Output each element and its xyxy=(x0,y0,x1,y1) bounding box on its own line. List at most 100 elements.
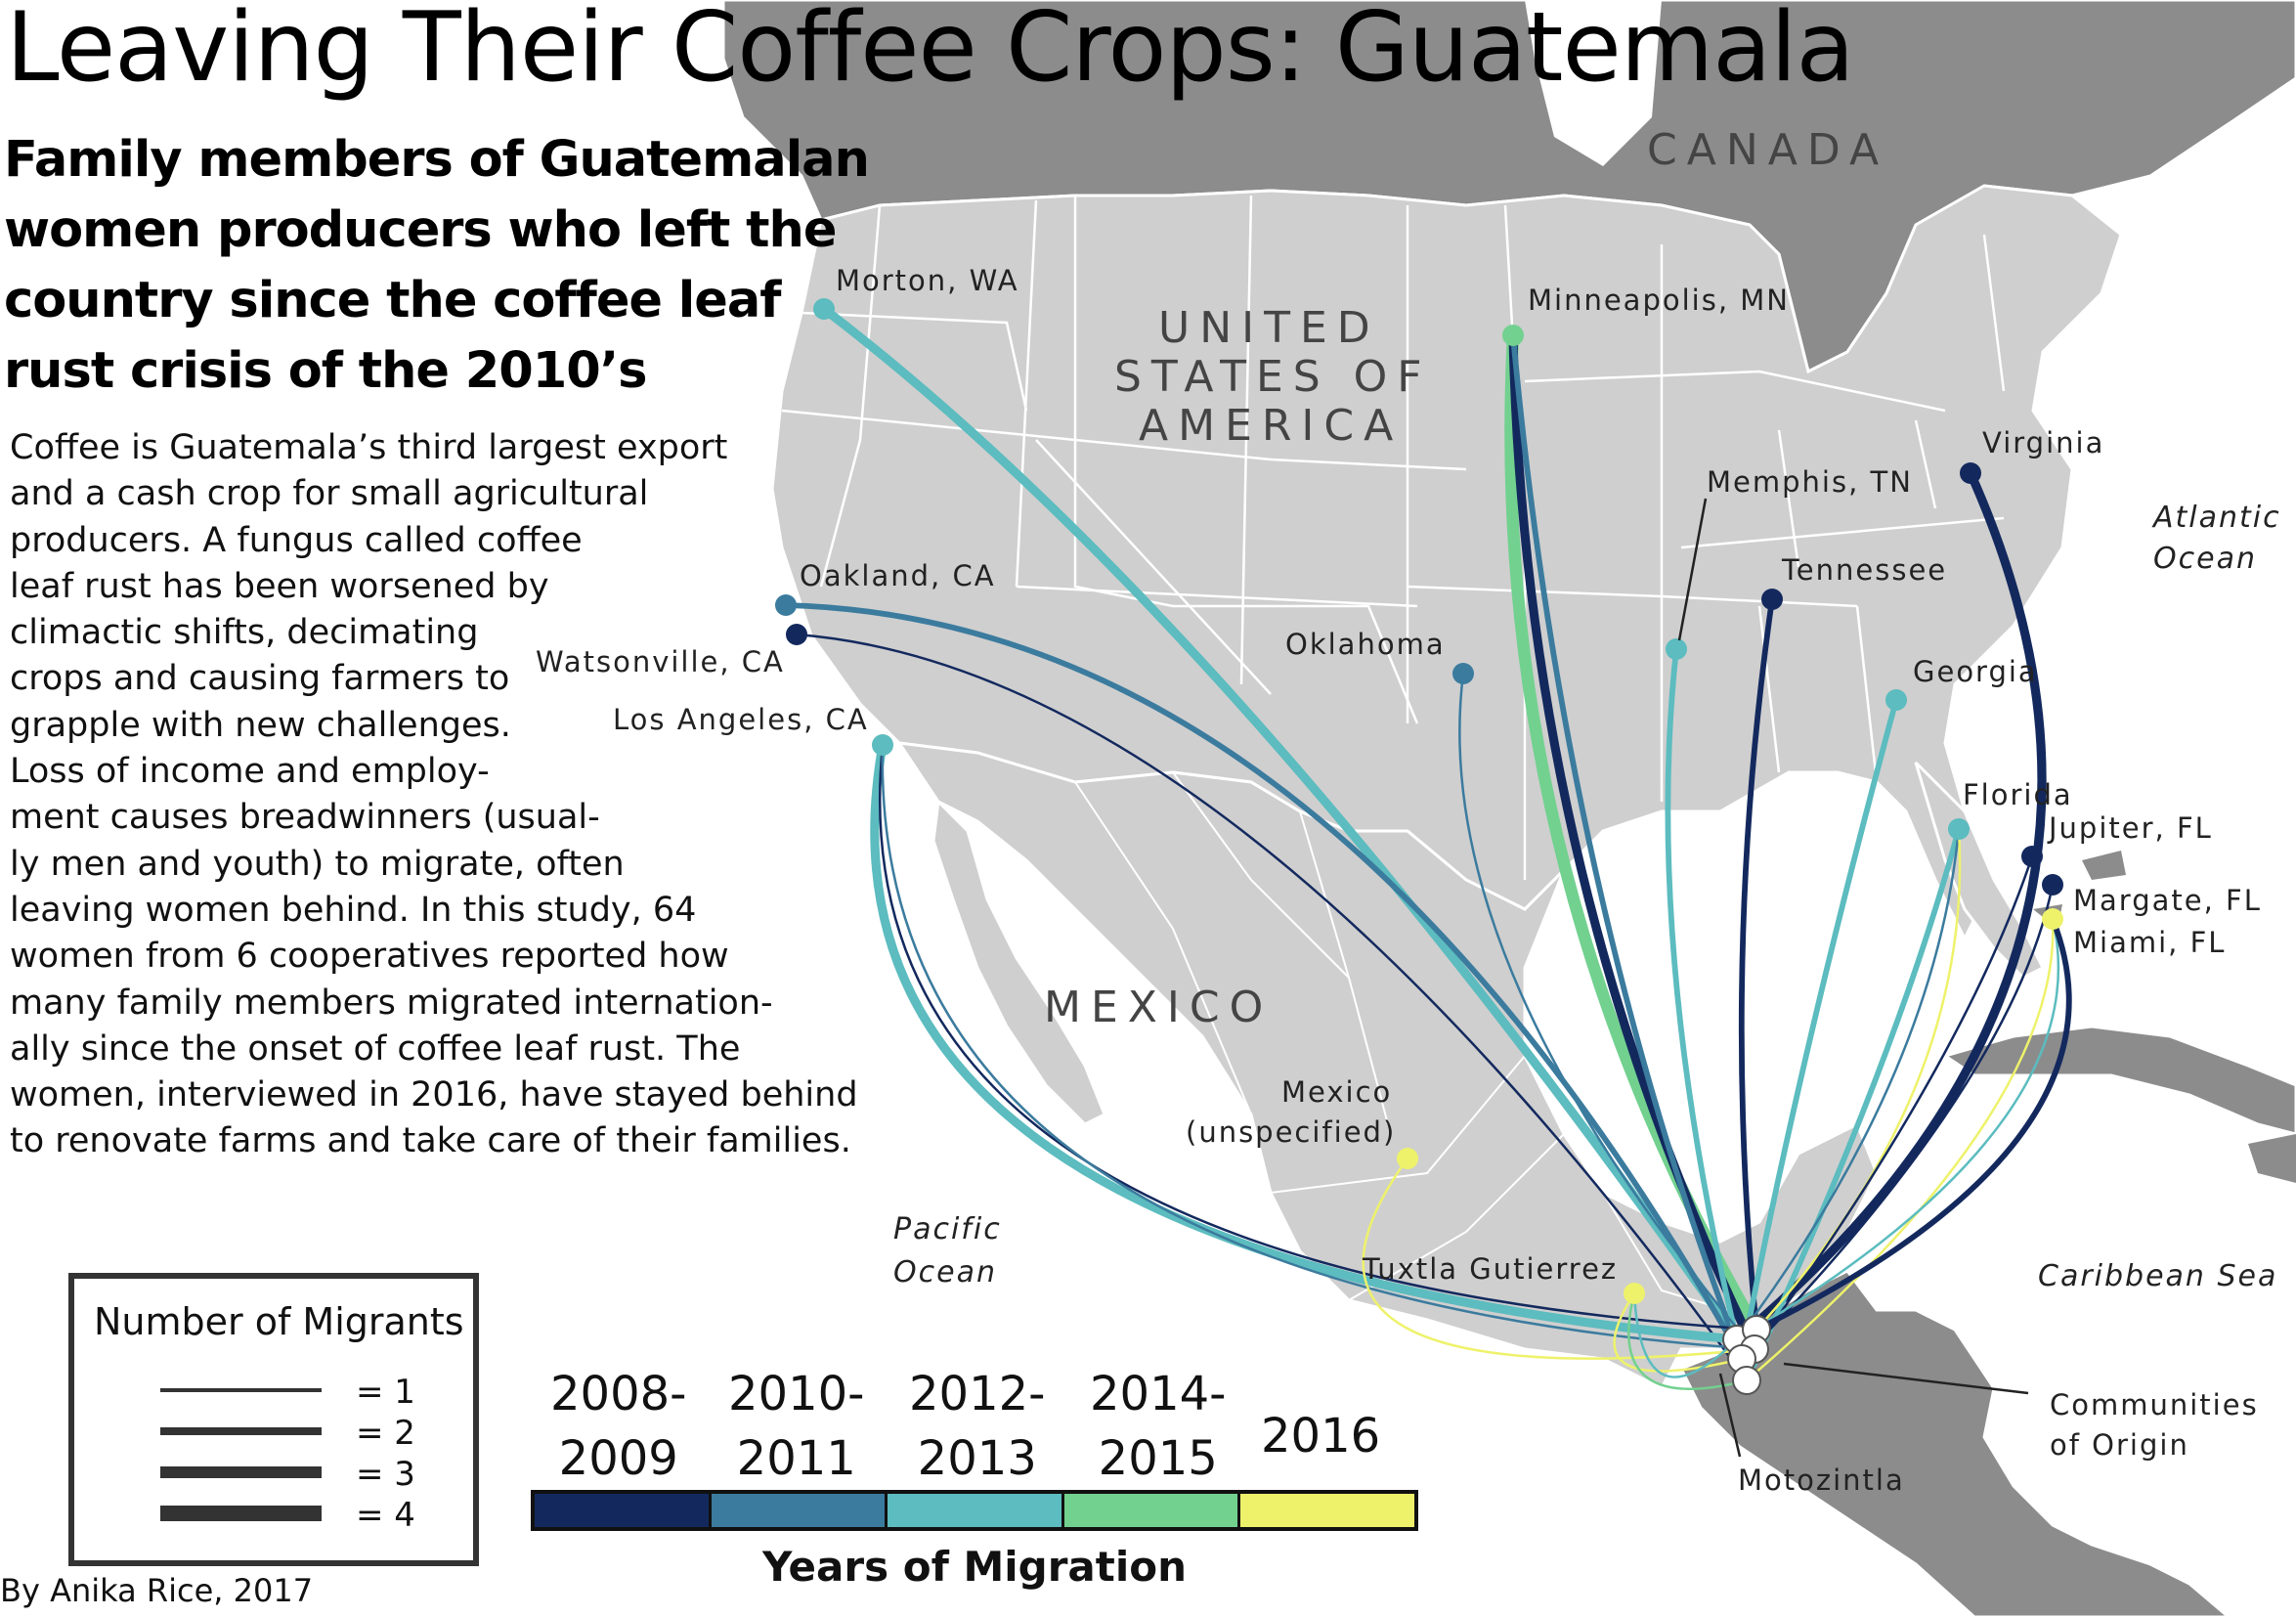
destination-label-tuxtla: Tuxtla Gutierrez xyxy=(1363,1252,1619,1286)
year-label-line: 2008- xyxy=(550,1367,687,1421)
destination-label-margate: Margate, FL xyxy=(2073,884,2262,917)
migration-flow-line xyxy=(1735,917,2060,1341)
country-label-canada: CANADA xyxy=(1647,125,1889,175)
year-label-line: 2011 xyxy=(736,1431,856,1486)
legend-label: = 1 xyxy=(356,1373,415,1412)
hispaniola-island xyxy=(2248,1134,2296,1183)
colorbar-swatch-2008-2009 xyxy=(535,1494,712,1527)
country-label-mexico: MEXICO xyxy=(1044,983,1274,1032)
destination-label-oklahoma: Oklahoma xyxy=(1285,628,1446,661)
migration-flow-line xyxy=(870,740,1742,1344)
intro-line: to renovate farms and take care of their… xyxy=(10,1121,851,1161)
colorbar-swatch-2014-2015 xyxy=(1063,1494,1241,1527)
communities-of-origin-markers xyxy=(1722,1315,1771,1395)
destination-label-morton: Morton, WA xyxy=(836,264,1019,297)
colorbar-swatch-2010-2011 xyxy=(711,1494,888,1527)
legend-label: = 4 xyxy=(356,1496,415,1535)
intro-line: ly men and youth) to migrate, often xyxy=(10,844,625,884)
destination-markers xyxy=(775,298,2063,1304)
migration-flow-line xyxy=(1754,916,2072,1333)
destination-marker xyxy=(775,594,797,616)
migration-flows xyxy=(783,304,2072,1390)
migration-flow-line xyxy=(881,743,1756,1351)
migration-flow-line xyxy=(1735,827,1961,1341)
subtitle-line: country since the coffee leaf xyxy=(4,272,781,329)
migration-flow-line xyxy=(795,633,1749,1382)
year-label-2016: 2016 xyxy=(1261,1404,1380,1468)
migration-flow-line xyxy=(1732,468,2047,1344)
year-label-line: 2015 xyxy=(1098,1431,1218,1486)
destination-marker xyxy=(1960,462,1981,484)
destination-marker xyxy=(1666,638,1687,660)
destination-marker xyxy=(2042,908,2063,930)
destination-marker xyxy=(872,734,893,756)
destination-marker xyxy=(1761,589,1783,610)
destination-label-tennessee: Tennessee xyxy=(1782,553,1948,587)
year-label-2010-2011: 2010- 2011 xyxy=(728,1362,864,1491)
communities-of-origin-label: of Origin xyxy=(2050,1428,2189,1462)
migration-flow-line xyxy=(1740,883,2055,1361)
legend-label: = 2 xyxy=(356,1414,415,1453)
ocean-label-pacific: Pacific xyxy=(893,1212,1002,1246)
intro-line: ment causes breadwinners (usual- xyxy=(10,798,600,838)
subtitle: Family members of Guatemalan women produ… xyxy=(4,125,870,407)
intro-line: and a cash crop for small agricultural xyxy=(10,474,649,514)
leader-lines xyxy=(1677,498,2029,1458)
migration-flow-line xyxy=(783,602,1745,1362)
intro-line: producers. A fungus called coffee xyxy=(10,520,583,560)
year-label-line: 2013 xyxy=(917,1431,1037,1486)
author-credit: By Anika Rice, 2017 xyxy=(0,1572,314,1609)
central-america-landmass xyxy=(1678,1269,2231,1617)
intro-paragraph: Coffee is Guatemala’s third largest expo… xyxy=(10,425,858,1165)
destination-label-motozintla: Motozintla xyxy=(1738,1464,1905,1497)
intro-line: grapple with new challenges. xyxy=(10,705,511,745)
destination-marker xyxy=(1397,1148,1418,1169)
year-label-2012-2013: 2012- 2013 xyxy=(909,1362,1045,1491)
destination-marker xyxy=(813,298,835,320)
destination-label-mexico-unspecified: Mexico xyxy=(1281,1075,1393,1109)
intro-line: climactic shifts, decimating xyxy=(10,613,479,653)
hudson-bay xyxy=(1525,0,1662,166)
legend-line-2 xyxy=(160,1427,322,1435)
state-borders xyxy=(781,195,2006,880)
intro-line: leaf rust has been worsened by xyxy=(10,566,549,606)
migration-flow-line xyxy=(1632,1291,1739,1378)
legend-line-1 xyxy=(160,1388,322,1392)
destination-label-los-angeles: Los Angeles, CA xyxy=(613,703,869,736)
migration-flow-line xyxy=(1738,596,1775,1333)
destination-label-florida: Florida xyxy=(1963,778,2073,811)
legend-line-4 xyxy=(160,1506,322,1521)
migration-flow-line xyxy=(819,304,1742,1344)
legend-line-3 xyxy=(160,1466,322,1478)
ocean-label-atlantic: Ocean xyxy=(2153,542,2257,576)
legend-row: = 1 xyxy=(160,1373,415,1412)
destination-label-jupiter: Jupiter, FL xyxy=(2049,811,2213,845)
year-label-line: 2009 xyxy=(558,1431,678,1486)
destination-marker xyxy=(1502,325,1524,346)
migration-flow-line xyxy=(1744,826,1962,1383)
intro-line: many family members migrated internation… xyxy=(10,983,773,1023)
migration-flow-line xyxy=(1458,672,1756,1351)
migration-flow-line xyxy=(1745,917,2055,1382)
destination-label-minneapolis: Minneapolis, MN xyxy=(1528,284,1790,317)
subtitle-line: women producers who left the xyxy=(4,201,837,259)
migration-flow-line xyxy=(1508,330,1759,1354)
intro-line: women from 6 cooperatives reported how xyxy=(10,937,729,977)
intro-line: Coffee is Guatemala’s third largest expo… xyxy=(10,428,728,467)
migration-flow-line xyxy=(1739,697,1899,1362)
destination-label-oakland: Oakland, CA xyxy=(800,559,996,592)
country-label-usa: UNITED xyxy=(1158,303,1380,353)
year-label-line: 2016 xyxy=(1261,1409,1381,1464)
destination-label-miami: Miami, FL xyxy=(2073,926,2227,959)
legend-title: Number of Migrants xyxy=(94,1300,464,1343)
destination-label-mexico-unspecified: (unspecified) xyxy=(1186,1115,1397,1149)
year-label-line: 2014- xyxy=(1090,1367,1227,1421)
migration-flow-line xyxy=(1665,646,1750,1383)
migration-flow-line xyxy=(1753,854,2034,1351)
intro-line: crops and causing farmers to xyxy=(10,659,510,699)
migration-flow-line xyxy=(1754,827,1962,1332)
destination-label-memphis: Memphis, TN xyxy=(1707,465,1913,499)
destination-marker xyxy=(2021,846,2043,867)
colorbar-swatch-2016 xyxy=(1240,1494,1414,1527)
